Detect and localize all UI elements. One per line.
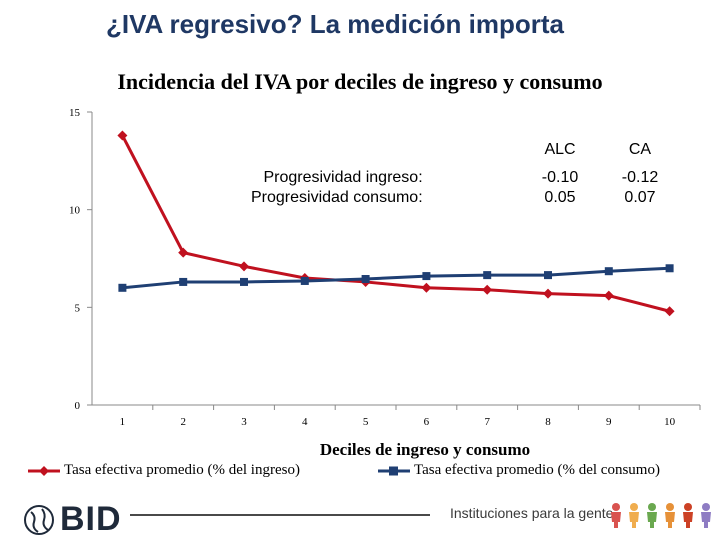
x-tick-label: 4 xyxy=(302,416,308,428)
x-tick-label: 9 xyxy=(606,416,612,428)
logo-text: BID xyxy=(60,500,122,538)
person-icon xyxy=(701,503,711,528)
series-line-1 xyxy=(121,134,670,313)
data-point-series-1 xyxy=(482,284,493,295)
x-tick-label: 7 xyxy=(484,416,490,428)
data-point-series-2 xyxy=(544,271,552,280)
data-point-series-1 xyxy=(117,130,128,141)
x-tick-label: 8 xyxy=(545,416,551,428)
data-point-series-2 xyxy=(300,276,309,285)
y-tick-label: 10 xyxy=(69,205,81,217)
x-tick-label: 3 xyxy=(241,416,247,428)
data-point-series-1 xyxy=(664,306,675,317)
person-icon xyxy=(611,503,621,528)
y-tick-label: 0 xyxy=(75,400,81,412)
chart-title: Incidencia del IVA por deciles de ingres… xyxy=(117,69,603,94)
data-point-series-2 xyxy=(240,277,248,286)
data-point-series-1 xyxy=(543,288,553,299)
x-tick-label: 5 xyxy=(363,416,369,428)
person-icon xyxy=(665,503,675,528)
people-icons xyxy=(608,502,714,528)
data-point-series-1 xyxy=(178,247,189,258)
tagline: Instituciones para la gente xyxy=(450,505,614,521)
x-axis-label: Deciles de ingreso y consumo xyxy=(319,440,531,459)
data-point-series-2 xyxy=(179,277,188,286)
bid-logo: BID xyxy=(22,500,122,539)
annotation-column-ca: CA -0.12 0.07 xyxy=(605,140,675,208)
x-tick-label: 10 xyxy=(664,416,676,428)
x-tick-label: 6 xyxy=(424,416,430,428)
series-line-2 xyxy=(122,266,670,290)
slide-title: ¿IVA regresivo? La medición importa xyxy=(106,9,564,39)
legend-swatch-consumption xyxy=(378,466,410,475)
legend-item-income: Tasa efectiva promedio (% del ingreso) xyxy=(26,462,300,479)
person-icon xyxy=(683,503,693,528)
globe-icon xyxy=(24,504,54,535)
legend-swatch-income xyxy=(28,465,60,476)
person-icon xyxy=(629,503,639,528)
person-icon xyxy=(647,503,657,528)
annotation-label-consumption: Progresividad consumo: xyxy=(251,189,423,206)
legend-label-income: Tasa efectiva promedio (% del ingreso) xyxy=(64,462,300,478)
footer xyxy=(0,498,720,540)
data-point-series-2 xyxy=(483,271,492,280)
data-point-series-2 xyxy=(422,272,431,281)
legend-item-consumption: Tasa efectiva promedio (% del consumo) xyxy=(376,462,660,479)
annotation-column-alc: ALC -0.10 0.05 xyxy=(525,140,595,208)
data-point-series-2 xyxy=(665,264,674,273)
x-tick-label: 2 xyxy=(180,416,186,428)
footer-divider xyxy=(130,514,430,516)
annotation-value: -0.12 xyxy=(621,169,659,186)
annotation-header-ca: CA xyxy=(628,141,652,158)
annotation-value: -0.10 xyxy=(541,169,579,186)
x-tick-label: 1 xyxy=(120,416,126,428)
annotation-value: 0.05 xyxy=(544,189,576,206)
data-point-series-1 xyxy=(239,261,249,272)
data-point-series-2 xyxy=(361,275,370,284)
legend-label-consumption: Tasa efectiva promedio (% del consumo) xyxy=(414,462,660,478)
data-point-series-1 xyxy=(421,282,432,293)
data-point-series-2 xyxy=(118,283,127,292)
data-point-series-2 xyxy=(604,267,613,276)
y-tick-label: 15 xyxy=(69,107,81,119)
annotation-value: 0.07 xyxy=(624,189,656,206)
y-tick-label: 5 xyxy=(75,302,81,314)
data-point-series-1 xyxy=(603,290,614,301)
annotation-labels: Progresividad ingreso: Progresividad con… xyxy=(251,168,423,208)
annotation-label-income: Progresividad ingreso: xyxy=(263,169,423,186)
annotation-header-alc: ALC xyxy=(544,141,576,158)
